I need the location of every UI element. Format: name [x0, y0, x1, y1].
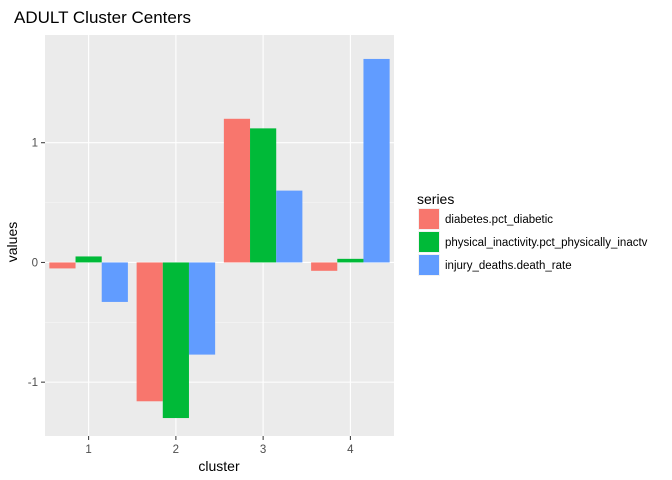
x-tick-label: 4 — [347, 444, 354, 456]
y-tick-label: -1 — [28, 377, 38, 389]
bar-cluster-4-series-1 — [311, 262, 338, 271]
y-axis-title: values — [4, 222, 20, 262]
bars — [49, 58, 390, 419]
x-tick-label: 3 — [260, 444, 266, 456]
legend-label: diabetes.pct_diabetic — [445, 214, 553, 226]
bar-cluster-4-series-2 — [337, 258, 364, 263]
bar-cluster-3-series-3 — [276, 190, 303, 263]
legend-swatch — [419, 255, 439, 275]
legend-label: physical_inactivity.pct_physically_inact… — [445, 237, 648, 249]
x-axis-title: cluster — [198, 458, 240, 474]
bar-cluster-1-series-2 — [75, 256, 102, 263]
x-tick-label: 2 — [173, 444, 179, 456]
bar-cluster-3-series-1 — [223, 118, 251, 263]
bar-cluster-1-series-3 — [101, 262, 128, 302]
legend-title: series — [417, 191, 454, 207]
y-axis-ticks: -1 0 1 — [28, 138, 45, 389]
y-tick-label: 0 — [32, 257, 38, 269]
chart-title: ADULT Cluster Centers — [14, 8, 191, 27]
bar-cluster-2-series-3 — [188, 262, 216, 355]
legend: series diabetes.pct_diabetic physical_ina… — [417, 191, 648, 276]
legend-swatch — [419, 209, 439, 229]
legend-label: injury_deaths.death_rate — [445, 260, 572, 272]
x-axis-ticks: 1 2 3 4 — [85, 436, 354, 456]
legend-swatch — [419, 232, 439, 252]
bar-cluster-4-series-3 — [363, 58, 390, 263]
x-tick-label: 1 — [85, 444, 91, 456]
bar-cluster-2-series-2 — [162, 262, 189, 419]
bar-cluster-2-series-1 — [136, 262, 163, 402]
y-tick-label: 1 — [32, 138, 38, 150]
plot-panel — [45, 35, 394, 436]
bar-cluster-3-series-2 — [250, 128, 277, 263]
bar-cluster-1-series-1 — [49, 262, 76, 269]
